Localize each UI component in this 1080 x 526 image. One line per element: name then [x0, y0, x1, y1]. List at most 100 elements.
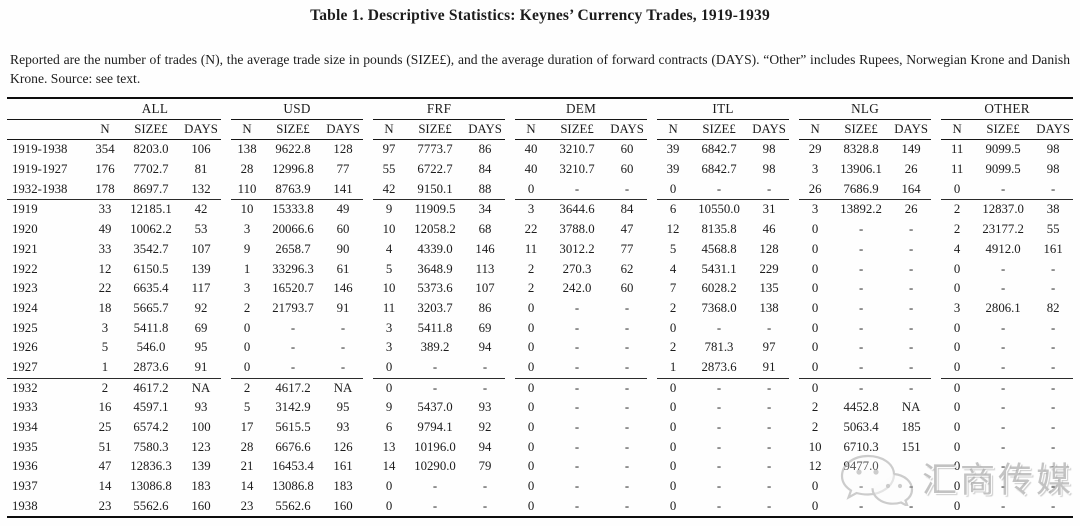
data-cell-all-n: 18: [98, 300, 112, 315]
column-spacer: [505, 220, 515, 240]
table-row-1926: 1926 5 546.0 95 0 - - 3 389.2 94 0 - - 2 781.3 97 0 - - 0 - -: [7, 338, 1073, 358]
column-spacer: [363, 358, 373, 378]
column-spacer: [505, 180, 515, 200]
year-cell: 1935: [12, 439, 38, 454]
column-spacer: [789, 160, 799, 180]
data-cell-frf-days: -: [465, 357, 506, 379]
data-cell-itl-n: 0: [669, 400, 677, 415]
data-cell-itl-days: 91: [749, 357, 790, 379]
column-spacer: [505, 497, 515, 518]
data-cell-other-days: -: [1050, 320, 1056, 335]
column-spacer: [221, 477, 231, 497]
data-cell-nlg-size: 5063.4: [843, 420, 879, 434]
column-spacer: [647, 457, 657, 477]
column-spacer: [221, 260, 231, 280]
table-title: Table 1. Descriptive Statistics: Keynes’…: [310, 7, 770, 24]
year-cell: 1933: [12, 400, 38, 415]
data-cell-itl-days: -: [766, 320, 772, 335]
year-cell: 1920: [12, 222, 38, 237]
column-spacer: [363, 260, 373, 280]
data-cell-usd-n: 0: [243, 320, 251, 335]
sub-header-dem-size: SIZE£: [547, 119, 608, 141]
data-cell-other-size: -: [1000, 281, 1006, 296]
data-cell-dem-n: 2: [527, 261, 535, 276]
data-cell-usd-size: 3142.9: [275, 400, 311, 415]
data-cell-all-days: 95: [194, 340, 208, 355]
data-cell-usd-days: -: [323, 357, 364, 379]
data-cell-all-days: 183: [191, 479, 211, 494]
column-spacer: [505, 240, 515, 260]
data-cell-frf-n: 9: [385, 400, 393, 415]
column-spacer: [789, 98, 799, 119]
data-cell-nlg-n: 3: [811, 162, 819, 177]
data-cell-other-days: -: [1050, 340, 1056, 355]
data-cell-frf-size: 3648.9: [417, 261, 453, 276]
data-cell-frf-days: 146: [475, 241, 495, 256]
data-cell-dem-size: 3012.2: [559, 241, 595, 256]
data-cell-itl-n: 0: [669, 320, 677, 335]
data-cell-itl-size: 10550.0: [698, 202, 740, 217]
column-spacer: [505, 457, 515, 477]
data-cell-itl-n: 0: [669, 380, 677, 395]
sub-header-all-days: DAYS: [181, 119, 222, 141]
data-cell-nlg-n: 29: [808, 142, 822, 157]
column-spacer: [363, 119, 373, 140]
data-cell-frf-n: 0: [385, 479, 393, 494]
data-cell-usd-n: 28: [240, 162, 254, 177]
data-cell-usd-days: 49: [336, 202, 350, 217]
data-cell-usd-n: 2: [243, 300, 251, 315]
column-spacer: [221, 398, 231, 418]
data-cell-usd-size: 16453.4: [272, 459, 314, 474]
group-header-row: ALL USD FRF DEM ITL NLG OTHER: [7, 98, 1074, 120]
data-cell-usd-n: 3: [243, 222, 251, 237]
data-cell-itl-n: 4: [669, 261, 677, 276]
data-cell-nlg-n: 0: [811, 380, 819, 395]
column-spacer: [221, 457, 231, 477]
data-cell-other-size: 2806.1: [985, 300, 1021, 315]
data-cell-all-size: 8203.0: [133, 142, 169, 157]
data-cell-frf-days: 88: [465, 179, 506, 201]
column-spacer: [931, 160, 941, 180]
data-cell-all-n: 47: [98, 459, 112, 474]
data-cell-itl-days: -: [766, 459, 772, 474]
data-cell-frf-days: 94: [478, 340, 492, 355]
column-spacer: [221, 119, 231, 140]
column-spacer: [931, 319, 941, 339]
data-cell-usd-days: 161: [333, 459, 353, 474]
column-spacer: [647, 438, 657, 458]
data-cell-itl-n: 0: [669, 420, 677, 434]
data-cell-frf-n: 55: [382, 162, 396, 177]
column-spacer: [363, 140, 373, 160]
column-spacer: [363, 319, 373, 339]
column-spacer: [505, 358, 515, 378]
column-spacer: [789, 260, 799, 280]
column-spacer: [363, 438, 373, 458]
sub-header-frf-size: SIZE£: [405, 119, 466, 141]
column-spacer: [505, 140, 515, 160]
sub-header-usd-size: SIZE£: [263, 119, 324, 141]
column-spacer: [931, 260, 941, 280]
year-cell: 1927: [7, 357, 89, 379]
data-cell-usd-n: 21: [240, 459, 254, 474]
data-cell-all-days: 81: [194, 162, 208, 177]
column-spacer: [505, 200, 515, 220]
data-cell-nlg-size: 7686.9: [831, 179, 892, 201]
data-cell-nlg-days: -: [908, 340, 914, 355]
data-cell-dem-n: 0: [527, 320, 535, 335]
table-row-1933: 1933 16 4597.1 93 5 3142.9 95 9 5437.0 93 0 - - 0 - - 2 4…: [7, 398, 1073, 418]
data-cell-all-size: 7702.7: [133, 162, 169, 177]
column-spacer: [931, 497, 941, 518]
data-cell-dem-size: -: [574, 459, 580, 474]
sub-header-other-n: N: [941, 119, 974, 141]
data-cell-other-n: 3: [953, 300, 961, 315]
data-cell-itl-size: 6842.7: [701, 162, 737, 177]
data-cell-frf-days: -: [482, 380, 488, 395]
data-cell-usd-size: 4617.2: [275, 380, 311, 395]
data-cell-itl-size: -: [716, 439, 722, 454]
data-cell-all-n: 3: [101, 320, 109, 335]
year-cell: 1919: [12, 202, 38, 217]
sub-header-other-days: DAYS: [1033, 119, 1074, 141]
data-cell-dem-size: -: [547, 357, 608, 379]
column-spacer: [789, 180, 799, 200]
data-cell-nlg-days: -: [908, 300, 914, 315]
